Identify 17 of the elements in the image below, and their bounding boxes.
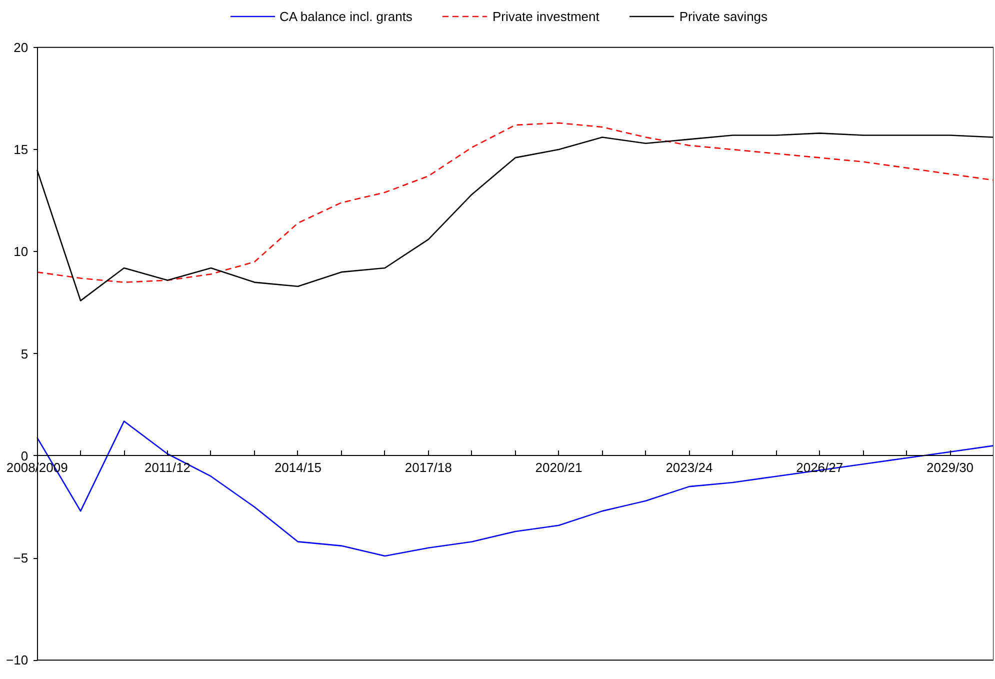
x-tick-label: 2029/30 <box>926 460 974 475</box>
y-tick-label: 5 <box>20 346 28 362</box>
x-tick-label: 2011/12 <box>144 460 191 475</box>
x-tick-label: 2023/24 <box>666 460 713 475</box>
line-series <box>36 122 994 283</box>
y-tick-label: 20 <box>14 40 28 55</box>
x-tick-label: 2014/15 <box>274 460 322 475</box>
legend-label: Private investment <box>492 8 600 24</box>
y-tick-label: 15 <box>14 142 28 158</box>
y-tick-label: −10 <box>6 652 28 668</box>
y-tick-label: −5 <box>13 550 28 566</box>
y-tick-label: 10 <box>14 244 28 260</box>
x-tick-label: 2017/18 <box>404 460 452 475</box>
y-tick-label: 0 <box>20 448 28 464</box>
legend-label: Private savings <box>679 8 768 24</box>
legend-label: CA balance incl. grants <box>279 8 412 24</box>
x-tick-label: 2020/21 <box>535 460 582 475</box>
